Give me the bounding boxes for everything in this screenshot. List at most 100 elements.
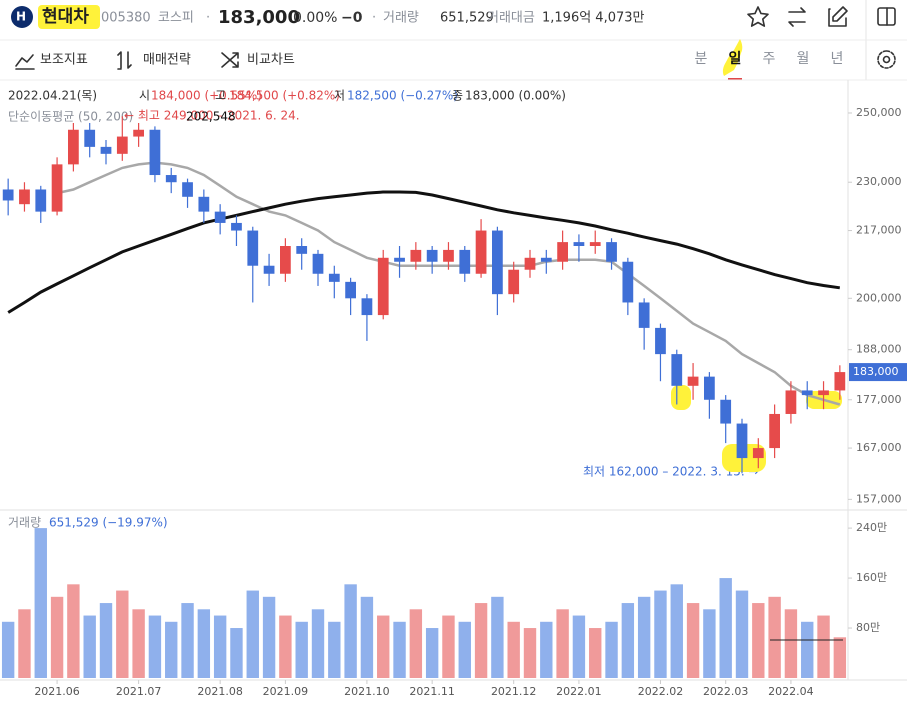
volume-bar: [523, 628, 537, 678]
low-annotation: 최저 162,000 – 2022. 3. 15. →: [583, 465, 759, 479]
volume-bar: [637, 596, 651, 678]
y-tick-label: 177,000: [856, 393, 902, 406]
info-open: 184,000 (+0.55%): [151, 89, 262, 103]
moving-average: [7, 190, 841, 314]
volume-bar: [377, 615, 390, 678]
volume-bar: [556, 609, 569, 678]
volume-bar: [360, 596, 374, 678]
candle-body: [51, 164, 63, 212]
candle-body: [573, 242, 585, 247]
volume-bar: [83, 615, 96, 678]
high-annotation: ← 최고 249,000 – 2021. 6. 24.: [124, 109, 300, 123]
candle-body: [557, 242, 568, 262]
volume-bar: [295, 621, 308, 678]
volume-bar: [425, 628, 439, 678]
volume-bar: [279, 615, 292, 678]
stock-name[interactable]: 현대차: [42, 7, 89, 27]
candle-body: [687, 376, 699, 386]
volume-bar: [165, 621, 178, 678]
y-tick-label: 217,000: [856, 224, 902, 237]
candle-body: [328, 273, 340, 282]
logo-mark: H: [16, 10, 26, 24]
info-date: 2022.04.21(목): [8, 89, 97, 103]
candle-body: [622, 261, 634, 303]
compare-icon: [221, 52, 239, 68]
candle-body: [410, 249, 422, 262]
x-tick-label: 2021.08: [197, 685, 243, 698]
candle-body: [459, 249, 471, 274]
period-tab[interactable]: 월: [797, 51, 810, 67]
volume-bar: [507, 621, 520, 678]
candle-body: [426, 249, 438, 262]
period-tab[interactable]: 분: [695, 51, 708, 67]
volume-bar: [246, 590, 259, 678]
volume-value: 651,529: [440, 11, 494, 26]
volume-bar: [197, 609, 211, 678]
candle-body: [263, 265, 275, 274]
candle-body: [589, 242, 601, 247]
change: −0: [341, 10, 363, 26]
candle-body: [704, 376, 715, 400]
candle-body: [508, 269, 520, 295]
compare-button[interactable]: 비교차트: [247, 53, 295, 68]
favorite-icon[interactable]: [747, 6, 769, 27]
candle-body: [247, 230, 259, 266]
candle-body: [638, 302, 650, 328]
candle-body: [280, 246, 291, 274]
volume-bar: [50, 596, 64, 678]
stock-code: 005380: [101, 11, 151, 26]
volume-bar: [833, 637, 847, 678]
info-label: 고: [215, 89, 226, 103]
period-tab[interactable]: 년: [831, 51, 844, 67]
volume-bar: [409, 609, 423, 678]
volume-bar: [801, 621, 814, 678]
volume-bar: [311, 609, 325, 678]
strategy-button[interactable]: 매매전략: [143, 53, 191, 68]
volume-bar: [589, 628, 602, 678]
y-tick-label: 230,000: [856, 175, 902, 188]
volume-bar: [344, 584, 357, 678]
candle-body: [133, 129, 144, 137]
highlight: [671, 385, 691, 410]
candle-body: [149, 129, 161, 176]
x-tick-label: 2022.01: [556, 685, 602, 698]
candle-body: [116, 136, 128, 154]
settings-icon-core: [882, 55, 891, 64]
highlight: [722, 39, 743, 76]
y-tick-label: 240만: [856, 521, 887, 534]
y-tick-label: 80만: [856, 621, 880, 634]
indicator-button[interactable]: 보조지표: [40, 53, 88, 68]
candle-body: [84, 129, 96, 147]
candle-body: [100, 146, 112, 154]
change-rate: 0.00%: [293, 10, 337, 26]
swap-icon[interactable]: [788, 7, 806, 27]
indicator-icon: [15, 54, 35, 70]
period-tab[interactable]: 주: [763, 51, 776, 67]
volume-title: 거래량: [8, 516, 41, 530]
strategy-icon: [117, 51, 132, 70]
price: 183,000: [218, 7, 300, 28]
x-tick-label: 2021.09: [263, 685, 309, 698]
volume-bar: [654, 590, 667, 678]
price-tag-label: 183,000: [853, 365, 899, 378]
volume-summary: 651,529 (−19.97%): [49, 516, 168, 530]
info-label: 저: [334, 89, 345, 103]
volume-bar: [784, 609, 798, 678]
candle-body: [540, 257, 552, 262]
candle-body: [524, 257, 536, 270]
settings-icon[interactable]: [877, 50, 896, 69]
volume-bar: [458, 621, 471, 678]
x-tick-label: 2022.02: [638, 685, 684, 698]
volume-bar: [116, 590, 129, 678]
volume-bar: [442, 615, 455, 678]
volume-bar: [213, 615, 227, 678]
volume-bar: [768, 596, 781, 678]
period-tab[interactable]: 일: [729, 51, 742, 67]
candle-body: [35, 189, 47, 212]
edit-icon[interactable]: [828, 6, 848, 27]
volume-bar: [181, 603, 194, 678]
volume-bar: [262, 596, 276, 678]
candle-body: [345, 281, 356, 299]
volume-bar: [67, 584, 80, 678]
info-close: 183,000 (0.00%): [465, 89, 566, 103]
